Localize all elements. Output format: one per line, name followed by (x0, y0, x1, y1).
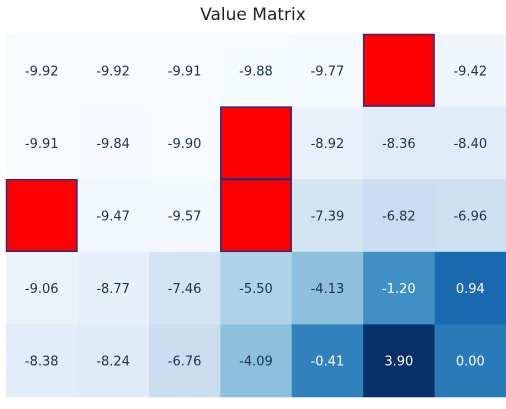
cell-value-label: -9.88 (239, 64, 273, 79)
heatmap-cell (148, 251, 221, 325)
heatmap-cell (148, 179, 221, 253)
cell-labels: -9.92 -9.92 -9.91 -9.88 -9.77 -9.42 -9.91 -9.84… (25, 64, 487, 369)
cell-value-label: -9.92 (96, 64, 130, 79)
heatmap-cell (363, 324, 435, 398)
heatmap-cell (291, 179, 364, 253)
heatmap-cell (434, 106, 506, 180)
heatmap-cell (77, 34, 150, 107)
cell-value-label: -9.57 (168, 210, 202, 225)
cell-value-label: -9.91 (168, 64, 202, 79)
heatmap-cells (6, 34, 506, 398)
heatmap-cell (6, 251, 78, 325)
heatmap-cell (434, 324, 506, 398)
cell-value-label: -4.13 (311, 282, 345, 297)
cell-value-label: -9.42 (453, 64, 487, 79)
heatmap-cell (291, 251, 364, 325)
heatmap-cell (434, 34, 506, 107)
heatmap-cell (291, 34, 364, 107)
obstacle-cell (5, 178, 78, 253)
heatmap-cell (77, 324, 150, 398)
cell-value-label: -9.47 (96, 210, 130, 225)
cell-value-label: -8.77 (96, 282, 130, 297)
heatmap-cell (6, 106, 78, 180)
cell-value-label: -9.06 (25, 282, 59, 297)
heatmap-cell (363, 179, 435, 253)
cell-value-label: -9.90 (168, 137, 202, 152)
cell-value-label: -9.84 (96, 137, 130, 152)
heatmap-cell (148, 106, 221, 180)
heatmap-cell (220, 324, 293, 398)
heatmap-cell (6, 34, 78, 107)
cell-value-label: -6.82 (382, 210, 416, 225)
cell-value-label: -6.76 (168, 355, 202, 370)
cell-value-label: -8.92 (311, 137, 345, 152)
cell-value-label: 0.94 (456, 282, 485, 297)
heatmap-cell (363, 106, 435, 180)
heatmap-cell (77, 106, 150, 180)
cell-value-label: -8.40 (453, 137, 487, 152)
obstacle-cell (220, 106, 292, 180)
heatmap-cell (220, 251, 293, 325)
cell-value-label: -1.20 (382, 282, 416, 297)
cell-value-label: -6.96 (453, 210, 487, 225)
cell-value-label: -8.36 (382, 137, 416, 152)
obstacle-cell (362, 33, 435, 107)
cell-value-label: -7.46 (168, 282, 202, 297)
heatmap-cell (434, 251, 506, 325)
cell-value-label: -4.09 (239, 355, 273, 370)
heatmap-cell (220, 34, 293, 107)
cell-value-label: -8.38 (25, 355, 59, 370)
heatmap-cell (6, 324, 78, 398)
cell-value-label: -9.77 (311, 64, 345, 79)
heatmap-cell (434, 179, 506, 253)
heatmap-cell (148, 34, 221, 107)
chart-title: Value Matrix (200, 5, 306, 25)
heatmap-cell (148, 324, 221, 398)
obstacle-cells (5, 33, 435, 253)
cell-value-label: -0.41 (311, 355, 345, 370)
cell-value-label: 3.90 (384, 355, 413, 370)
heatmap-cell (363, 251, 435, 325)
cell-value-label: -7.39 (311, 210, 345, 225)
heatmap-cell (291, 324, 364, 398)
cell-value-label: -5.50 (239, 282, 273, 297)
cell-value-label: -9.91 (25, 137, 59, 152)
heatmap-cell (291, 106, 364, 180)
obstacle-cell (220, 178, 292, 253)
heatmap-cell (77, 179, 150, 253)
cell-value-label: 0.00 (456, 355, 485, 370)
cell-value-label: -9.92 (25, 64, 59, 79)
cell-value-label: -8.24 (96, 355, 130, 370)
heatmap-cell (77, 251, 150, 325)
